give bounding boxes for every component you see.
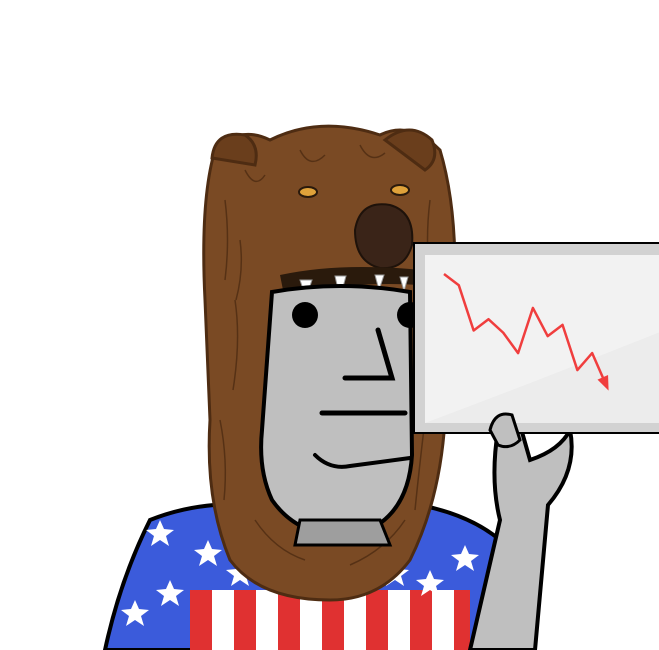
- npc-eye-left: [292, 302, 318, 328]
- chart-panel-highlight: [425, 255, 659, 423]
- chart-board: [413, 242, 659, 434]
- chart-panel: [425, 255, 659, 423]
- star-icon: [156, 580, 184, 606]
- trend-arrow-icon: [597, 375, 609, 391]
- shirt-stripes: [190, 590, 470, 650]
- bear-eyes: [298, 184, 410, 198]
- trend-line: [443, 273, 609, 388]
- npc-neck: [293, 518, 393, 547]
- npc-arm: [467, 416, 574, 650]
- star-icon: [194, 540, 222, 566]
- npc-nose: [342, 327, 396, 381]
- bear-eye-right: [390, 184, 410, 196]
- npc-jaw: [313, 453, 412, 469]
- star-icon: [416, 570, 444, 596]
- star-icon: [146, 520, 174, 546]
- star-icon: [451, 545, 479, 571]
- npc-fingers: [488, 412, 522, 449]
- bear-eye-left: [298, 186, 318, 198]
- bear-snout: [353, 203, 414, 270]
- bear-ear-left: [210, 132, 258, 167]
- bear-ear-right: [382, 128, 437, 172]
- bear-mouth: [280, 266, 420, 300]
- bear-ears: [210, 128, 437, 172]
- star-icon: [121, 600, 149, 626]
- chart-plot: [443, 273, 609, 391]
